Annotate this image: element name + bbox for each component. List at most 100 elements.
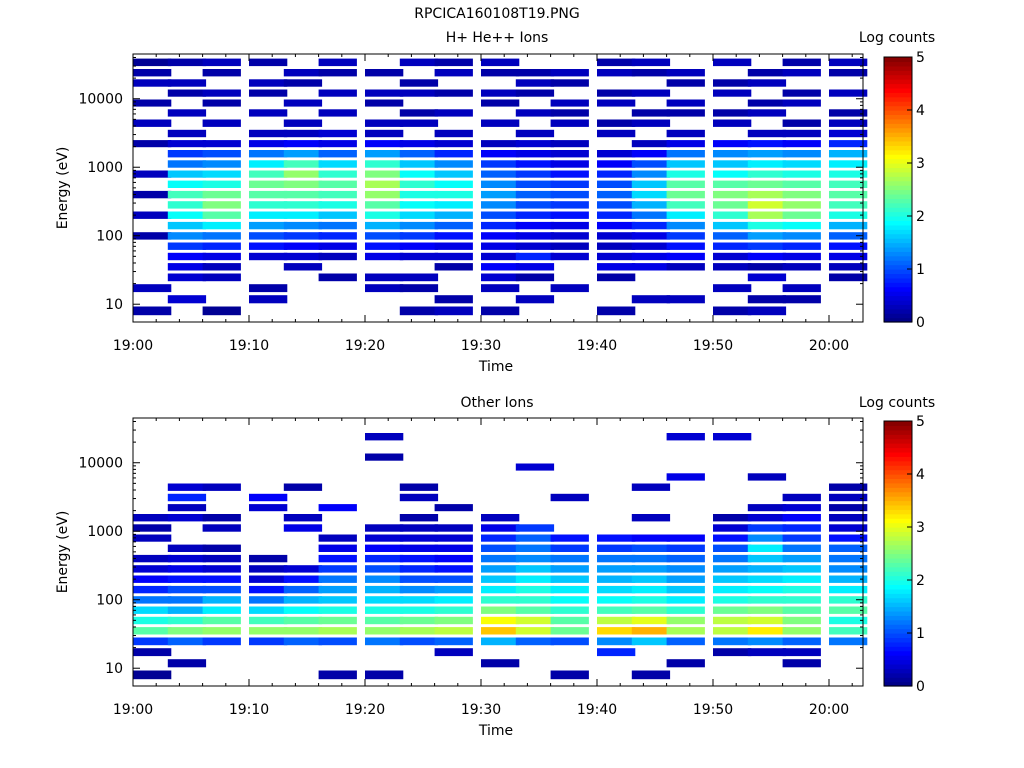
colorbar-segment	[884, 264, 912, 270]
heatmap-cell	[133, 585, 172, 594]
heatmap-cell	[515, 170, 555, 178]
heatmap-cell	[782, 295, 821, 304]
heatmap-cell	[365, 221, 404, 230]
heatmap-cell	[283, 140, 323, 148]
heatmap-cell	[434, 69, 473, 77]
heatmap-cell	[666, 109, 705, 117]
heatmap-cell	[666, 180, 705, 188]
heatmap-cell	[318, 109, 357, 117]
heatmap-cell	[597, 534, 636, 542]
heatmap-cell	[202, 565, 241, 573]
heatmap-cell	[747, 109, 787, 117]
y-tick-label: 100	[96, 593, 123, 609]
colorbar-segment	[884, 313, 912, 319]
heatmap-cell	[747, 575, 787, 583]
heatmap-cell	[399, 565, 439, 573]
heatmap-cell	[434, 211, 473, 219]
colorbar-segment	[884, 114, 912, 120]
heatmap-cell	[133, 596, 172, 604]
heatmap-cell	[666, 596, 705, 604]
colorbar-segment	[884, 491, 912, 497]
heatmap-cell	[481, 150, 520, 158]
heatmap-cell	[550, 585, 589, 594]
heatmap-cell	[666, 160, 705, 168]
heatmap-cell	[713, 221, 752, 230]
heatmap-cell	[550, 201, 589, 209]
heatmap-cell	[481, 524, 520, 532]
colorbar-tick-label: 0	[916, 679, 925, 695]
heatmap-cell	[747, 232, 787, 240]
heatmap-cell	[434, 180, 473, 188]
heatmap-cell	[666, 433, 705, 441]
heatmap-cell	[481, 190, 520, 199]
colorbar-segment	[884, 70, 912, 76]
heatmap-cell	[481, 89, 520, 97]
x-tick-label: 20:00	[809, 702, 849, 718]
heatmap-cell	[318, 129, 357, 138]
heatmap-cell	[631, 514, 671, 522]
colorbar-segment	[884, 544, 912, 550]
colorbar-segment	[884, 189, 912, 195]
heatmap-cell	[399, 232, 439, 240]
heatmap-cell	[481, 160, 520, 168]
heatmap-cell	[515, 221, 555, 230]
heatmap-cell	[399, 637, 439, 646]
colorbar-segment	[884, 167, 912, 173]
colorbar-segment	[884, 562, 912, 568]
heatmap-cell	[782, 89, 821, 97]
colorbar-segment	[884, 158, 912, 164]
heatmap-cell	[481, 554, 520, 563]
heatmap-cell	[550, 544, 589, 552]
heatmap-cell	[597, 129, 636, 138]
heatmap-cell	[782, 554, 821, 563]
heatmap-cells	[133, 433, 868, 680]
heatmap-cell	[631, 201, 671, 209]
colorbar-segment	[884, 659, 912, 665]
heatmap-cell	[249, 616, 288, 625]
heatmap-cell	[713, 616, 752, 625]
heatmap-cell	[318, 252, 357, 261]
heatmap-cell	[829, 544, 868, 552]
colorbar-segment	[884, 443, 912, 449]
colorbar-segment	[884, 456, 912, 462]
heatmap-cell	[782, 170, 821, 178]
heatmap-cell	[434, 109, 473, 117]
heatmap-cell	[318, 180, 357, 188]
heatmap-cell	[167, 273, 207, 282]
heatmap-cell	[713, 637, 752, 646]
heatmap-cell	[249, 232, 288, 240]
colorbar-segment	[884, 646, 912, 652]
heatmap-cell	[365, 606, 404, 614]
colorbar-segment	[884, 74, 912, 80]
heatmap-cell	[747, 473, 787, 481]
heatmap-cell	[597, 211, 636, 219]
heatmap-cell	[829, 606, 868, 614]
heatmap-cell	[666, 627, 705, 635]
heatmap-cell	[365, 585, 404, 594]
heatmap-cell	[249, 252, 288, 261]
colorbar-segment	[884, 593, 912, 599]
heatmap-cell	[515, 554, 555, 563]
heatmap-cell	[434, 565, 473, 573]
heatmap-cell	[597, 89, 636, 97]
heatmap-cell	[782, 160, 821, 168]
heatmap-cell	[202, 637, 241, 646]
heatmap-cell	[249, 150, 288, 158]
heatmap-cell	[434, 221, 473, 230]
y-tick-label: 10000	[78, 92, 123, 108]
heatmap-cell	[249, 284, 288, 293]
heatmap-cell	[782, 544, 821, 552]
heatmap-cell	[399, 493, 439, 502]
colorbar-segment	[884, 509, 912, 515]
heatmap-cell	[318, 150, 357, 158]
heatmap-cell	[666, 99, 705, 107]
heatmap-cell	[782, 119, 821, 127]
heatmap-cell	[550, 119, 589, 127]
heatmap-cell	[782, 190, 821, 199]
colorbar-segment	[884, 447, 912, 453]
heatmap-cell	[631, 211, 671, 219]
colorbar-segment	[884, 487, 912, 493]
heatmap-cell	[434, 242, 473, 250]
heatmap-cell	[631, 263, 671, 271]
colorbar-segment	[884, 92, 912, 98]
